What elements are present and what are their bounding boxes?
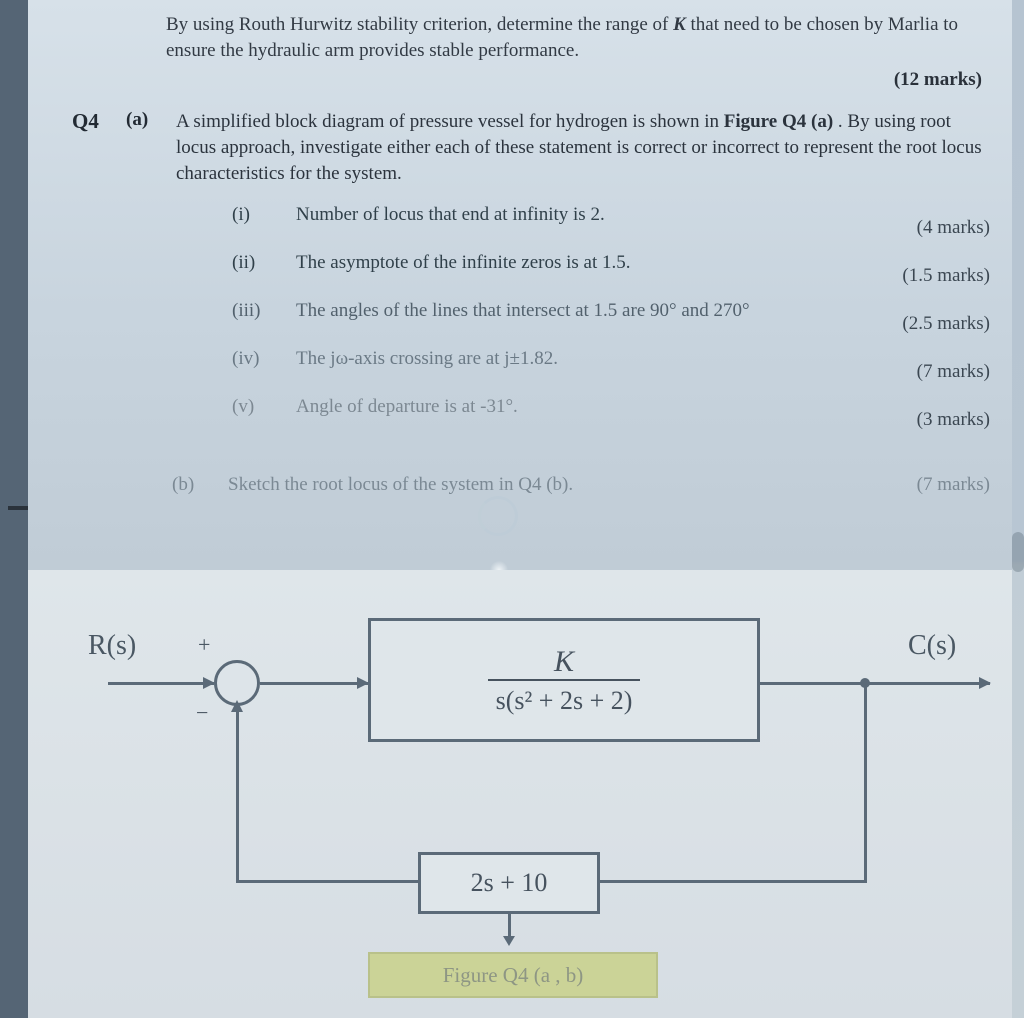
marks: (4 marks) [860,217,990,239]
wire-feedback-to-h [600,880,867,883]
wire-feedback-up [236,706,239,883]
intro-paragraph: By using Routh Hurwitz stability criteri… [166,12,990,63]
text: The asymptote of the infinite zeros is a… [296,252,852,274]
intro-var: K [673,14,686,35]
q4b-line: (b) Sketch the root locus of the system … [172,474,990,496]
q4-number: Q4 [72,109,116,134]
q4a-item-ii: (ii) The asymptote of the infinite zeros… [232,252,990,300]
plus-sign: + [198,632,210,658]
q4a-figref: Figure Q4 (a) [724,111,833,132]
q4b-marks: (7 marks) [860,474,990,496]
diagram-sheet: R(s) C(s) + − K s(s² + 2s + 2) 2s + 10 [28,570,1012,1018]
intro-prefix: By using Routh Hurwitz stability criteri… [166,14,673,35]
figure-label-badge: Figure Q4 (a , b) [368,952,658,998]
label-Cs: C(s) [908,630,956,662]
q4a-text-1: A simplified block diagram of pressure v… [176,111,724,132]
q4a-item-iii: (iii) The angles of the lines that inter… [232,300,990,348]
text: Number of locus that end at infinity is … [296,204,852,226]
wire-tick-down [508,914,511,938]
minus-sign: − [196,700,208,726]
wire-sum-to-g [260,682,368,685]
q4a-item-iv: (iv) The jω-axis crossing are at j±1.82.… [232,348,990,396]
forward-fraction: K s(s² + 2s + 2) [488,646,641,715]
forward-num: K [488,646,641,680]
scrollbar-thumb[interactable] [1012,532,1024,572]
text: The angles of the lines that intersect a… [296,300,852,322]
roman: (ii) [232,252,288,274]
refresh-smudge-icon [478,496,518,536]
q4a-subitems: (i) Number of locus that end at infinity… [232,204,990,444]
forward-transfer-box: K s(s² + 2s + 2) [368,618,760,742]
q4a-header: Q4 (a) A simplified block diagram of pre… [72,109,990,186]
marks: (3 marks) [860,409,990,431]
block-diagram: R(s) C(s) + − K s(s² + 2s + 2) 2s + 10 [48,600,992,1008]
q4a-item-v: (v) Angle of departure is at -31°. (3 ma… [232,396,990,444]
marks: (1.5 marks) [860,265,990,287]
label-Rs: R(s) [88,630,136,662]
feedback-transfer-box: 2s + 10 [418,852,600,914]
q4b-part: (b) [172,474,228,496]
wire-feedback-left [236,880,418,883]
wire-feedback-down [864,682,867,882]
marks: (7 marks) [860,361,990,383]
question-sheet: By using Routh Hurwitz stability criteri… [28,0,1012,570]
q4a-item-i: (i) Number of locus that end at infinity… [232,204,990,252]
wire-output [760,682,990,685]
text: Angle of departure is at -31°. [296,396,852,418]
roman: (iv) [232,348,288,370]
intro-marks: (12 marks) [72,69,982,91]
figure-label-text: Figure Q4 (a , b) [443,963,584,988]
forward-den: s(s² + 2s + 2) [488,679,641,714]
q4a-part: (a) [126,109,166,131]
text: The jω-axis crossing are at j±1.82. [296,348,852,370]
marks: (2.5 marks) [860,313,990,335]
feedback-label: 2s + 10 [471,868,548,898]
arrowhead-up-icon [231,700,243,712]
roman: (i) [232,204,288,226]
q4b-text: Sketch the root locus of the system in Q… [228,474,860,496]
arrowhead-down-icon [503,936,515,946]
roman: (v) [232,396,288,418]
wire-input [108,682,214,685]
roman: (iii) [232,300,288,322]
q4a-text: A simplified block diagram of pressure v… [176,109,990,186]
